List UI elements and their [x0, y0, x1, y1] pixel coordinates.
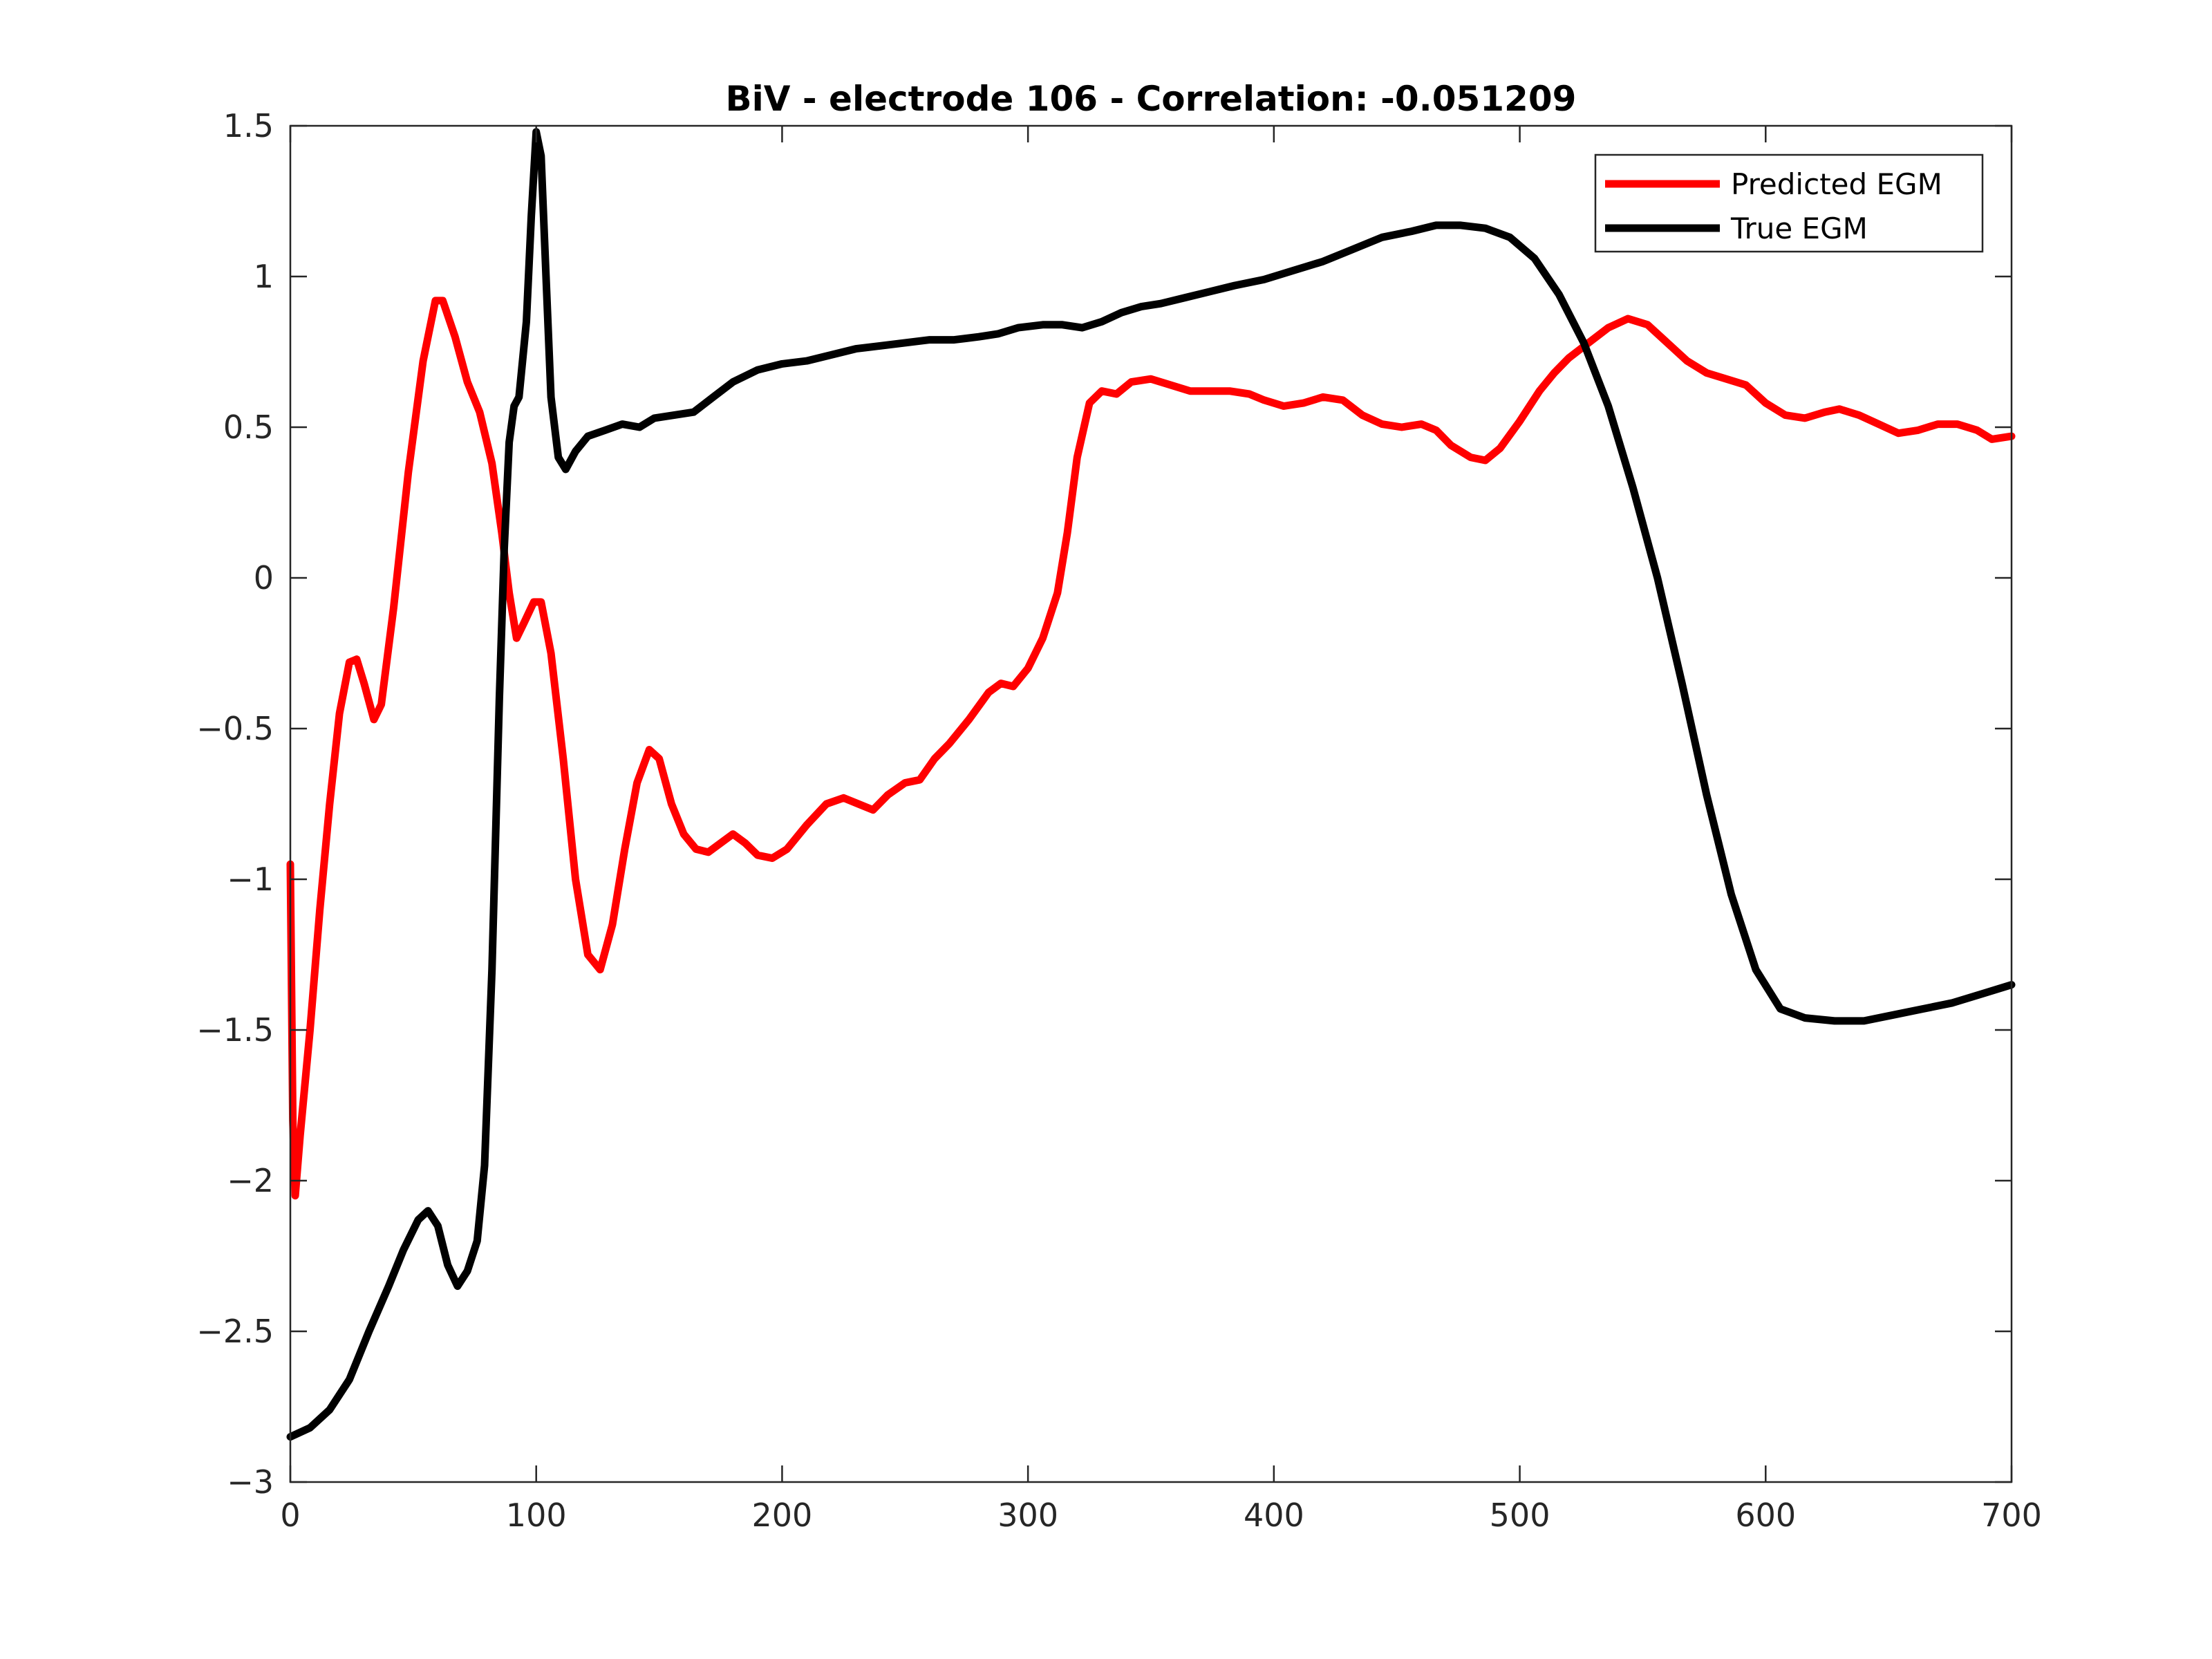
x-tick-label: 400 — [1244, 1497, 1304, 1534]
series-lines — [286, 128, 2016, 1441]
x-tick-labels: 0 100 200 300 400 500 600 700 — [280, 1497, 2042, 1534]
axis-ticks — [289, 124, 2013, 1483]
y-tick-label: −2.5 — [196, 1313, 274, 1350]
x-tick-label: 200 — [752, 1497, 813, 1534]
plot-frame — [289, 124, 2013, 1483]
legend-label-0: Predicted EGM — [1731, 167, 1942, 201]
y-tick-label: 1.5 — [223, 107, 274, 144]
chart-title: BiV - electrode 106 - Correlation: -0.05… — [726, 79, 1577, 119]
series-line-0 — [286, 297, 2016, 1200]
x-tick-label: 300 — [997, 1497, 1058, 1534]
y-tick-label: −2 — [227, 1162, 274, 1199]
y-tick-label: 0 — [254, 559, 274, 597]
x-tick-label: 0 — [280, 1497, 300, 1534]
y-tick-label: 0.5 — [223, 409, 274, 446]
legend: Predicted EGM True EGM — [1594, 153, 1984, 253]
y-tick-label: −1.5 — [196, 1011, 274, 1049]
y-tick-label: 1 — [254, 258, 274, 295]
y-tick-label: −0.5 — [196, 710, 274, 747]
y-tick-label: −1 — [227, 861, 274, 898]
x-tick-label: 500 — [1490, 1497, 1550, 1534]
x-tick-label: 100 — [506, 1497, 567, 1534]
x-tick-label: 600 — [1735, 1497, 1796, 1534]
legend-box — [1594, 153, 1984, 253]
y-tick-label: −3 — [227, 1463, 274, 1501]
series-line-1 — [286, 128, 2016, 1441]
x-tick-label: 700 — [1981, 1497, 2042, 1534]
legend-label-1: True EGM — [1730, 212, 1868, 245]
y-tick-labels: 1.5 1 0.5 0 −0.5 −1 −1.5 −2 −2.5 −3 — [196, 107, 274, 1501]
